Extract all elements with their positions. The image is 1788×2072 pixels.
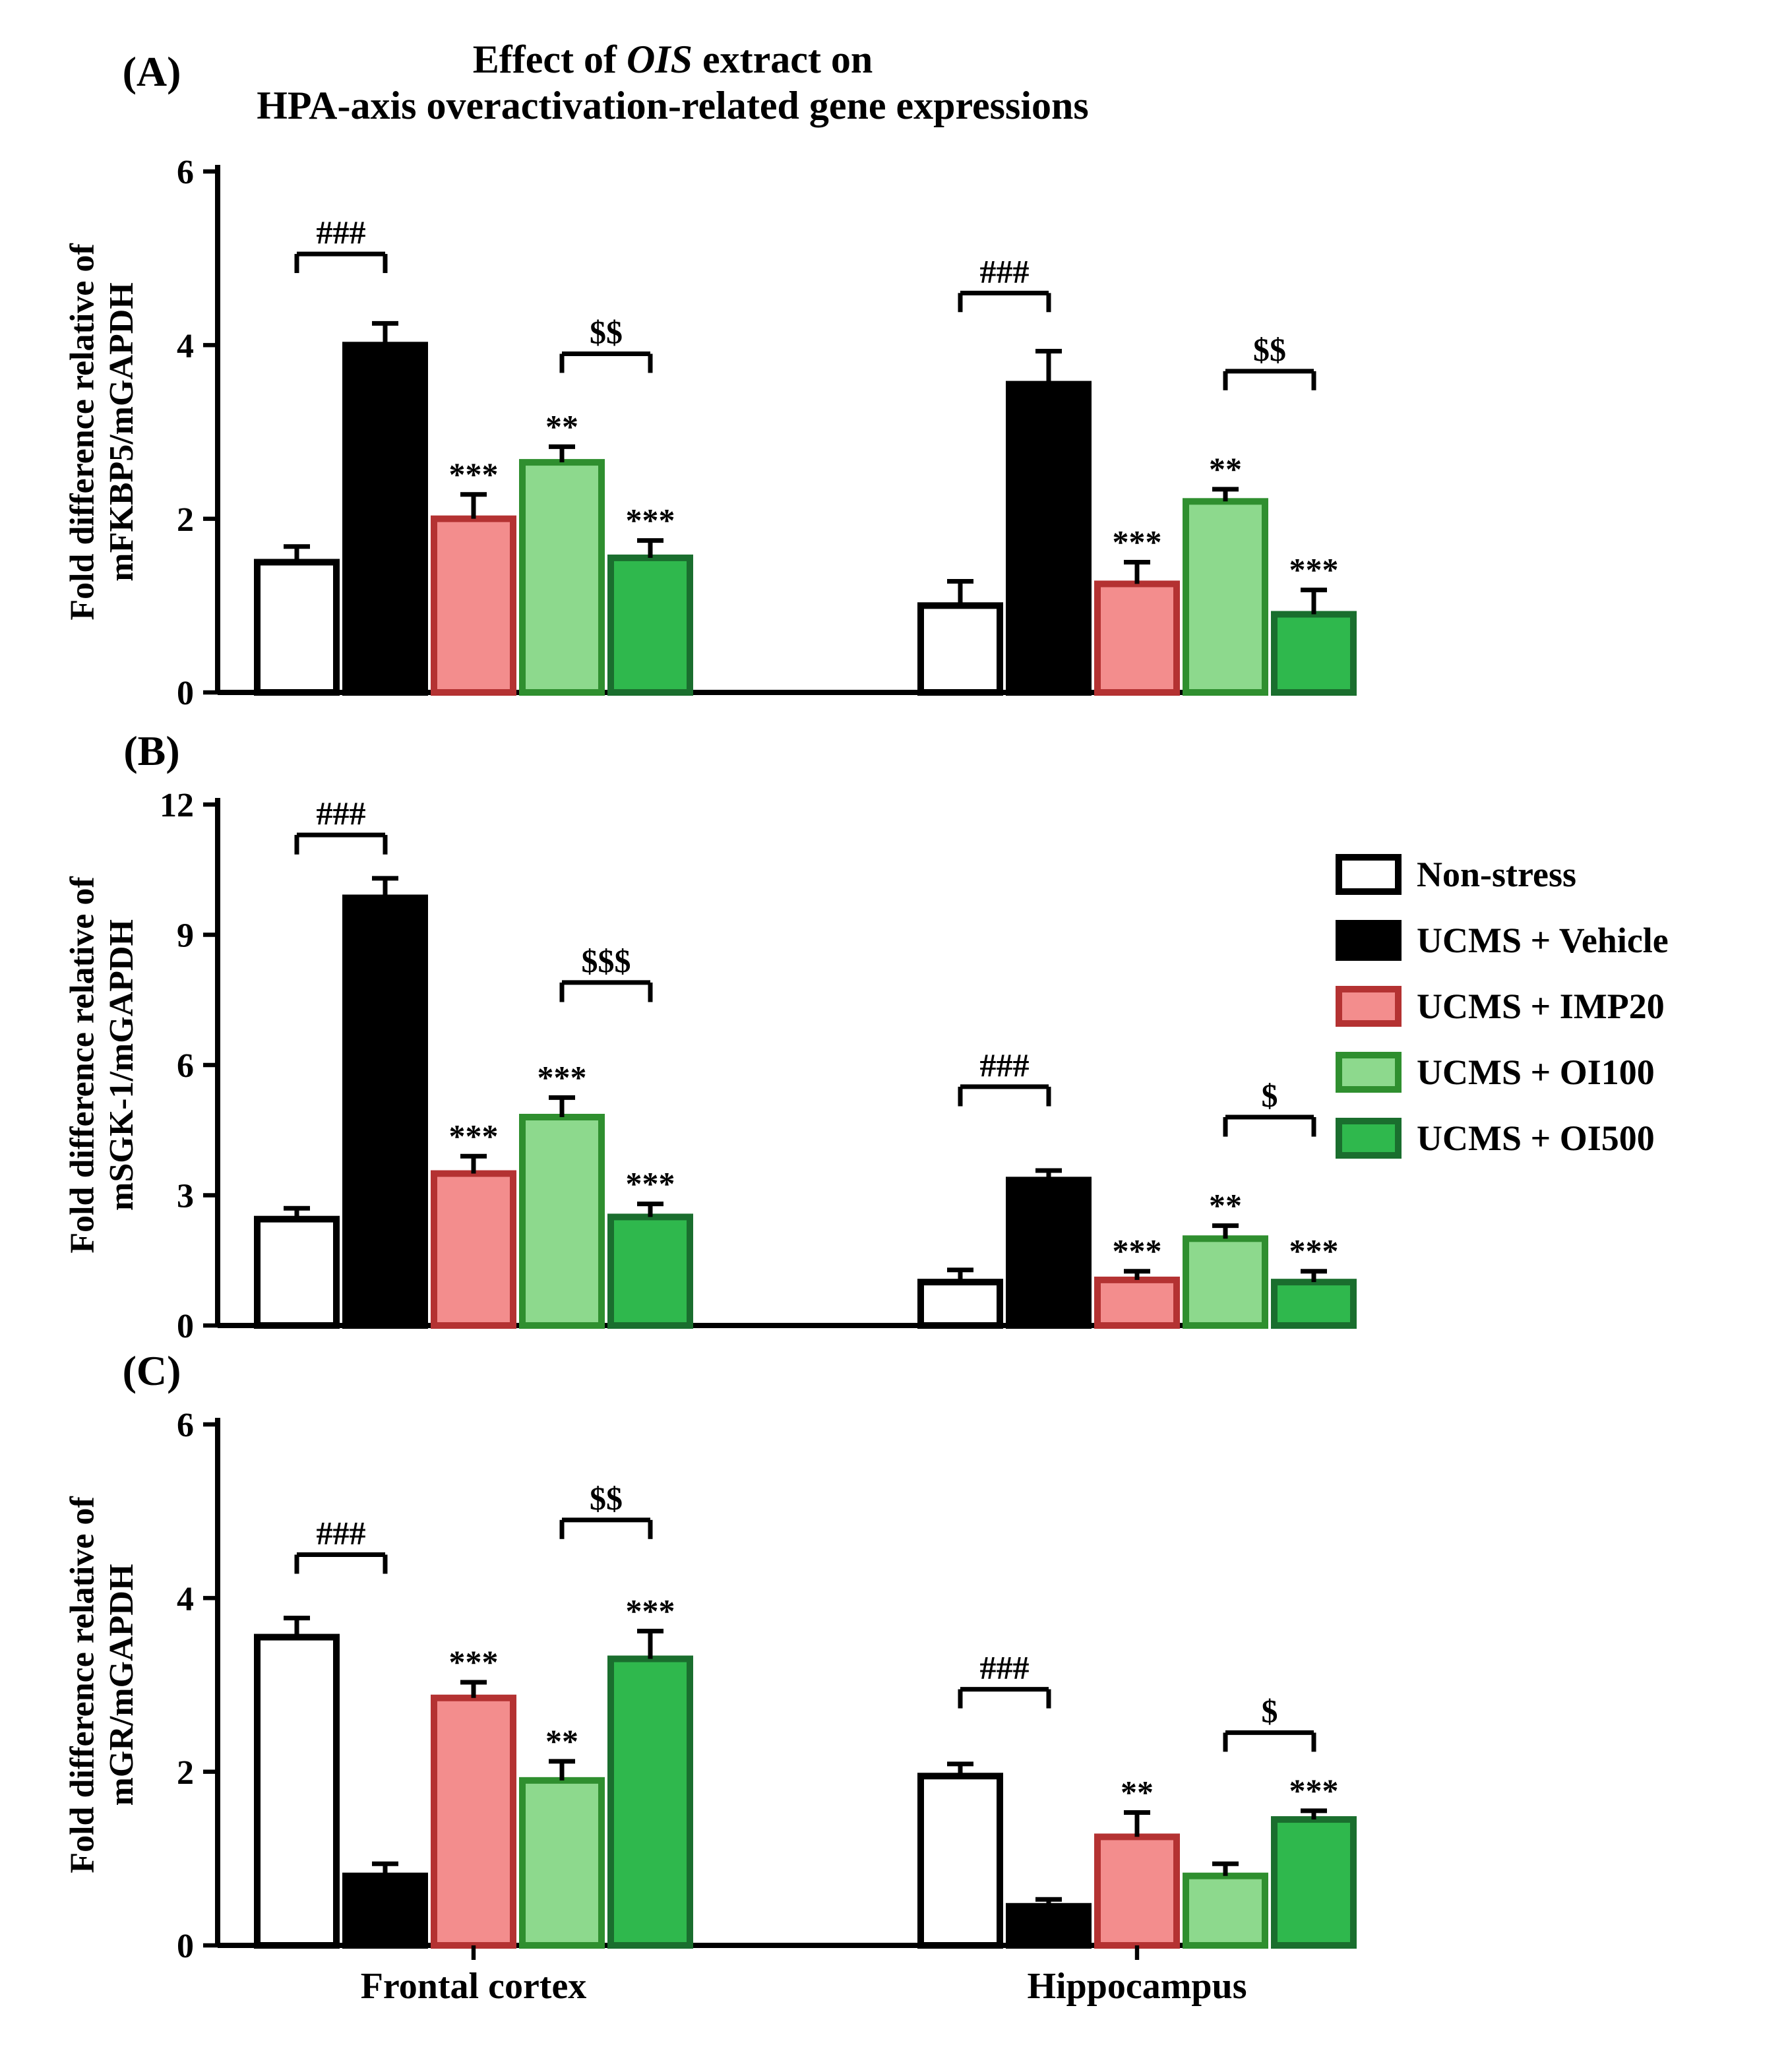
bar [434,1174,513,1325]
y-ticklabel: 12 [160,787,194,824]
x-group-label: Frontal cortex [361,1966,587,2007]
bracket-label: ### [317,795,366,832]
legend-swatch [1339,1121,1398,1155]
bracket-label: $$ [590,1480,623,1517]
bar [522,1781,601,1945]
bracket-label: $ [1262,1692,1278,1729]
y-ticklabel: 0 [177,1928,194,1965]
y-ticklabel: 0 [177,675,194,712]
bar [611,1659,690,1946]
bar [1274,615,1353,693]
figure-root: Effect of OIS extract onHPA-axis overact… [0,0,1788,2072]
legend-swatch [1339,989,1398,1023]
bar [257,1219,336,1325]
legend-label: Non-stress [1417,855,1576,894]
sig-annotation: ** [545,1722,578,1759]
bar [1009,1906,1088,1945]
y-ticklabel: 3 [177,1178,194,1215]
x-group-label: Hippocampus [1028,1966,1247,2007]
panel-label-A: (A) [123,48,181,95]
y-ticklabel: 6 [177,1047,194,1085]
sig-annotation: *** [626,1592,675,1629]
bar [434,1698,513,1945]
bar [1274,1819,1353,1945]
legend-swatch [1339,857,1398,892]
sig-annotation: ** [1209,450,1242,487]
sig-annotation: *** [1289,1233,1339,1269]
sig-annotation: *** [1113,1233,1162,1269]
bracket-label: $$$ [582,942,631,979]
sig-annotation: ** [1121,1774,1154,1811]
bracket-label: $$ [1253,331,1286,368]
y-ticklabel: 6 [177,1407,194,1444]
bar [1097,1837,1177,1945]
bar [1009,1180,1088,1325]
bar [257,1637,336,1945]
bar [522,462,601,692]
sig-annotation: ** [545,408,578,444]
bar [921,1282,1000,1325]
sig-annotation: *** [626,1165,675,1202]
figure-svg: Effect of OIS extract onHPA-axis overact… [0,0,1788,2072]
bar [921,1776,1000,1945]
y-ticklabel: 4 [177,328,194,365]
y-axis-label: Fold difference relative ofmSGK-1/mGAPDH [63,876,140,1254]
y-ticklabel: 2 [177,1754,194,1792]
y-ticklabel: 4 [177,1581,194,1618]
bar [1186,1876,1265,1945]
bracket-label: ### [980,253,1030,289]
bracket-label: ### [317,1515,366,1552]
bracket-label: ### [980,1047,1030,1083]
bar [1186,501,1265,692]
bar [1097,584,1177,692]
bar [1097,1280,1177,1325]
sig-annotation: ** [1209,1187,1242,1224]
sig-annotation: *** [449,1117,499,1154]
bracket-label: $ [1262,1077,1278,1114]
bar [522,1117,601,1325]
y-ticklabel: 2 [177,501,194,539]
bracket-label: $$ [590,314,623,351]
bar [611,1217,690,1325]
sig-annotation: *** [1113,524,1162,561]
y-ticklabel: 0 [177,1308,194,1345]
sig-annotation: *** [449,456,499,493]
bracket-label: ### [980,1649,1030,1686]
sig-annotation: *** [626,502,675,539]
y-ticklabel: 9 [177,917,194,955]
y-ticklabel: 6 [177,154,194,191]
bar [1009,384,1088,692]
bar [346,1876,425,1945]
legend-label: UCMS + OI500 [1417,1118,1655,1158]
bar [434,519,513,692]
panel-label-C: (C) [123,1347,181,1394]
bar [611,558,690,692]
sig-annotation: *** [1289,1772,1339,1809]
sig-annotation: *** [538,1058,587,1095]
bar [346,345,425,692]
panel-label-B: (B) [123,727,179,774]
bracket-label: ### [317,214,366,251]
legend-swatch [1339,1055,1398,1089]
sig-annotation: *** [1289,551,1339,588]
sig-annotation: *** [449,1643,499,1680]
bar [346,898,425,1325]
y-axis-label: Fold difference relative ofmGR/mGAPDH [63,1496,140,1874]
figure-title-line2: HPA-axis overactivation-related gene exp… [257,84,1088,127]
legend-label: UCMS + IMP20 [1417,987,1665,1026]
legend-label: UCMS + Vehicle [1417,921,1669,960]
bar [1274,1282,1353,1325]
bar [1186,1238,1265,1325]
figure-title-line1: Effect of OIS extract on [473,38,873,81]
bar [257,563,336,693]
y-axis-label: Fold difference relative ofmFKBP5/mGAPDH [63,243,140,621]
legend-swatch [1339,923,1398,958]
legend-label: UCMS + OI100 [1417,1052,1655,1092]
bar [921,605,1000,692]
